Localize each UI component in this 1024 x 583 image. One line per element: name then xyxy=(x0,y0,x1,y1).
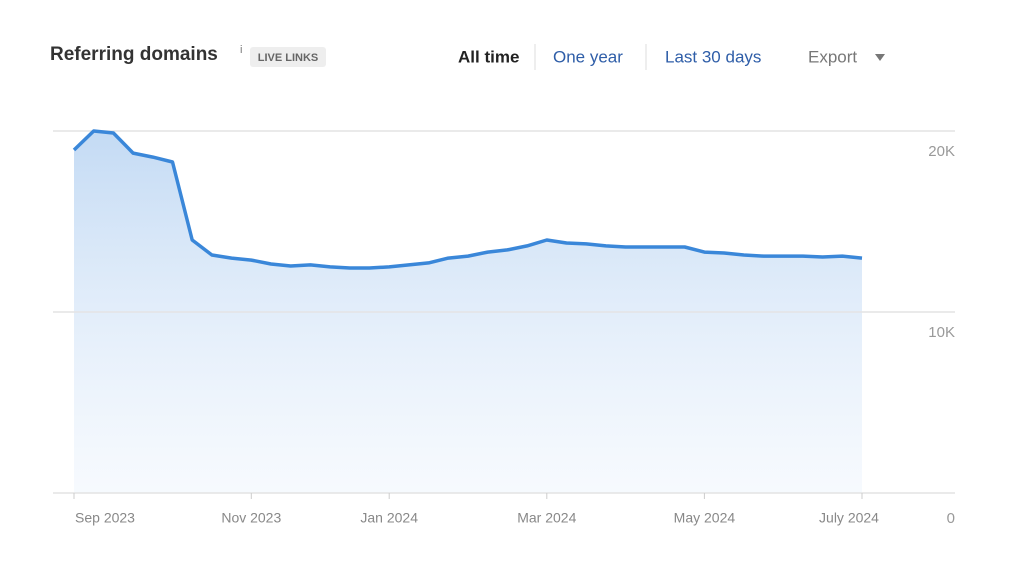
info-icon[interactable]: i xyxy=(240,44,242,56)
x-tick-label: Jan 2024 xyxy=(360,510,418,526)
x-tick-label: Mar 2024 xyxy=(517,510,576,526)
tab-all-time[interactable]: All time xyxy=(458,47,519,66)
tab-one-year[interactable]: One year xyxy=(553,47,623,66)
badge-bg xyxy=(250,47,326,67)
x-tick-label: July 2024 xyxy=(819,510,879,526)
tab-30-days[interactable]: Last 30 days xyxy=(665,47,761,66)
plot: 0 10K 20K Sep 2023 Nov 2023 Jan 2024 Mar 2024 M… xyxy=(53,129,955,527)
badge: LIVE LINKS xyxy=(258,52,319,64)
export-button[interactable]: Export xyxy=(808,47,857,66)
x-tick-label: Sep 2023 xyxy=(75,510,135,526)
x-tick-label: May 2024 xyxy=(674,510,736,526)
line xyxy=(72,129,863,270)
y-tick-label: 10K xyxy=(928,324,955,341)
x-tick-label: Nov 2023 xyxy=(221,510,281,526)
title: Referring domains xyxy=(50,44,218,65)
y-tick-label: 20K xyxy=(928,143,955,160)
export-arrow[interactable] xyxy=(875,54,885,61)
y-tick-label: 0 xyxy=(947,510,955,527)
